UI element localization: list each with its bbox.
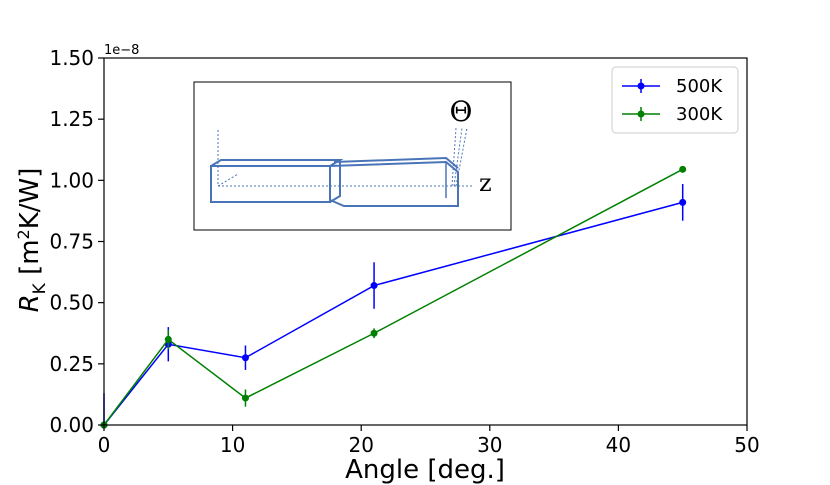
x-axis-ticks: 0 10 20 30 40 50 (98, 425, 760, 457)
y-axis-label: RK [m2K/W] (14, 168, 50, 313)
legend-300k-label: 300K (676, 104, 723, 125)
inset-schematic: Θ z (193, 81, 512, 231)
y-tick-label: 1.50 (49, 46, 94, 70)
right-block-top (333, 156, 459, 169)
y-offset-text: 1e−8 (104, 43, 139, 58)
left-block-side (329, 160, 341, 203)
series-300k-point (164, 335, 172, 343)
y-tick-label: 0.75 (49, 230, 94, 254)
x-tick-label: 0 (98, 433, 111, 457)
x-tick-label: 30 (477, 433, 502, 457)
y-label-main: R (15, 294, 45, 312)
series-500k-point (241, 354, 249, 362)
y-tick-label: 0.00 (49, 413, 94, 437)
legend-box (611, 66, 739, 134)
legend-entry-500k: 500K (622, 76, 723, 97)
legend: 500K 300K (611, 66, 739, 134)
y-label-unit-sup: 2 (14, 229, 33, 239)
legend-500k-label: 500K (676, 76, 723, 97)
legend-entry-300k: 300K (622, 104, 723, 125)
series-500k-point (679, 198, 687, 206)
series-300k-point (370, 329, 378, 337)
theta-line-1 (451, 127, 457, 187)
y-label-unit-post: K/W] (15, 168, 45, 230)
x-tick-label: 40 (606, 433, 631, 457)
x-tick-label: 10 (220, 433, 245, 457)
theta-line-2 (453, 127, 463, 187)
theta-line-3 (455, 127, 468, 187)
series-300k-point (241, 394, 249, 402)
y-tick-label: 1.25 (49, 107, 94, 131)
y-tick-label: 0.25 (49, 352, 94, 376)
z-axis-label: z (479, 169, 492, 197)
legend-500k-marker (637, 82, 645, 90)
x-axis-label: Angle [deg.] (345, 455, 505, 485)
theta-label: Θ (450, 95, 473, 128)
y-label-subscript: K (30, 282, 50, 294)
x-tick-label: 20 (348, 433, 373, 457)
series-500k-point (370, 282, 378, 290)
legend-300k-marker (637, 110, 645, 118)
y-tick-label: 1.00 (49, 168, 94, 192)
series-300k-point (679, 165, 687, 173)
left-block-top (210, 159, 344, 167)
y-label-unit-pre: [m (15, 239, 45, 283)
y-axis-ticks: 0.00 0.25 0.50 0.75 1.00 1.25 1.50 (49, 46, 104, 437)
plot-frame (103, 57, 748, 426)
nanowire-drawing (210, 156, 459, 207)
x-tick-label: 50 (734, 433, 759, 457)
inset-axes (217, 127, 474, 187)
y-tick-label: 0.50 (49, 291, 94, 315)
